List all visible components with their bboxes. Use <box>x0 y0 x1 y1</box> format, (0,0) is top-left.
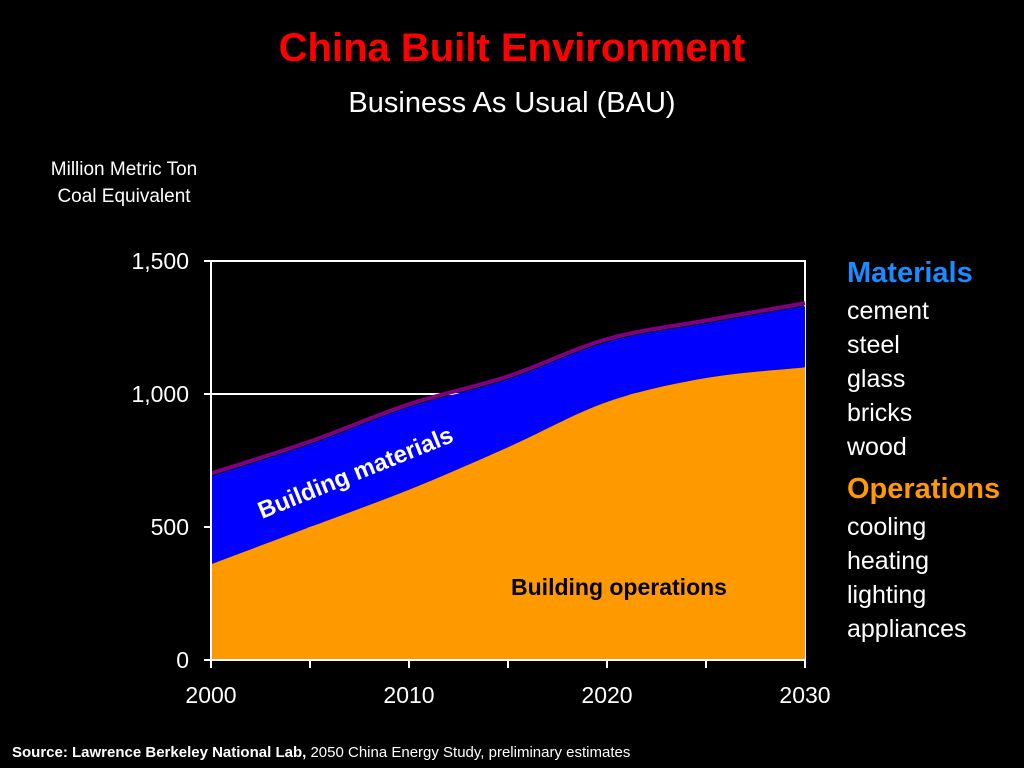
x-tick-label: 2010 <box>383 682 434 708</box>
legend: Materials cement steel glass bricks wood Ope… <box>847 256 1024 646</box>
legend-operations-title: Operations <box>847 473 1001 505</box>
area-building-operations <box>211 367 805 660</box>
legend-materials-item: glass <box>847 365 906 393</box>
y-tick-label: 1,500 <box>131 248 189 274</box>
y-tick-label: 500 <box>151 514 189 540</box>
legend-operations-item: cooling <box>847 513 927 541</box>
legend-operations-item: lighting <box>847 581 927 609</box>
legend-materials-item: wood <box>847 433 907 461</box>
y-axis-label: Million Metric Ton Coal Equivalent <box>18 156 230 210</box>
total-outline <box>210 301 806 476</box>
y-axis-label-line-1: Million Metric Ton <box>50 159 198 180</box>
slide-title: China Built Environment <box>278 26 746 70</box>
legend-materials-item: cement <box>847 297 929 325</box>
x-tick-label: 2030 <box>779 682 830 708</box>
y-axis-label-line-2: Coal Equivalent <box>57 186 191 207</box>
source-note: Source: Lawrence Berkeley National Lab, … <box>12 744 630 761</box>
x-tick-label: 2000 <box>185 682 236 708</box>
source-text: 2050 China Energy Study, preliminary est… <box>306 744 631 761</box>
legend-group-materials: Materials cement steel glass bricks wood <box>847 256 1024 464</box>
x-tick-label: 2020 <box>581 682 632 708</box>
legend-operations-item: appliances <box>847 615 967 643</box>
y-tick-label: 1,000 <box>131 381 189 407</box>
area-building-materials <box>211 306 805 565</box>
slide-subtitle: Business As Usual (BAU) <box>348 87 676 119</box>
y-tick-label: 0 <box>176 647 189 673</box>
legend-group-operations: Operations cooling heating lighting applian… <box>847 472 1024 646</box>
legend-materials-item: bricks <box>847 399 913 427</box>
label-building-operations: Building operations <box>511 574 727 600</box>
legend-operations-item: heating <box>847 547 930 575</box>
legend-materials-item: steel <box>847 331 900 359</box>
legend-materials-title: Materials <box>847 257 973 289</box>
source-label: Source: Lawrence Berkeley National Lab, <box>12 744 307 761</box>
